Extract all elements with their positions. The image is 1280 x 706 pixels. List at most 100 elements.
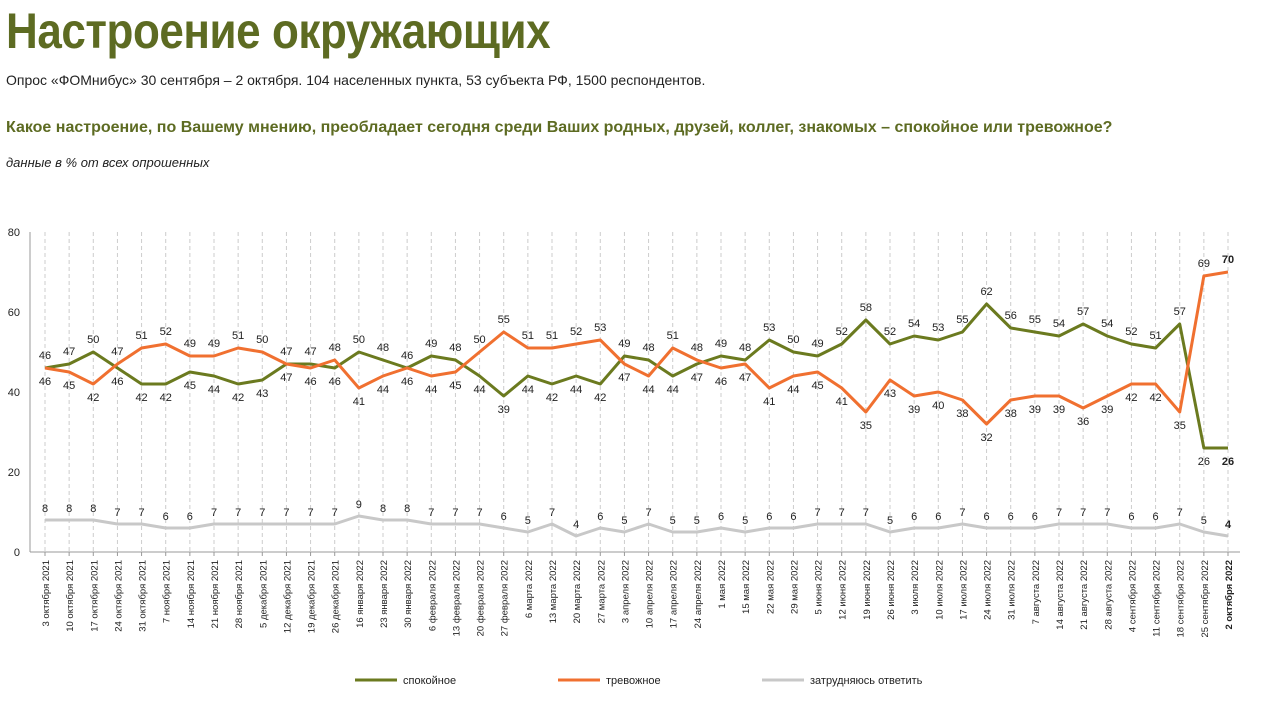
y-tick-label: 80 xyxy=(8,227,20,239)
data-label: 55 xyxy=(956,314,968,326)
data-label: 7 xyxy=(259,507,265,519)
data-label: 48 xyxy=(642,342,654,354)
x-tick-label: 31 октября 2021 xyxy=(138,560,149,632)
x-tick-label: 3 апреля 2022 xyxy=(620,560,631,623)
data-label: 46 xyxy=(39,350,51,362)
x-tick-label: 13 марта 2022 xyxy=(548,560,559,623)
data-label: 56 xyxy=(1005,310,1017,322)
x-tick-label: 14 августа 2022 xyxy=(1055,560,1066,630)
data-label: 7 xyxy=(332,507,338,519)
data-label: 49 xyxy=(425,338,437,350)
x-tick-label: 24 октября 2021 xyxy=(113,560,124,632)
data-label: 44 xyxy=(208,384,220,396)
data-label: 50 xyxy=(353,334,365,346)
data-label: 46 xyxy=(111,376,123,388)
x-tick-label: 17 апреля 2022 xyxy=(669,560,680,628)
data-label: 26 xyxy=(1222,456,1234,468)
data-label: 47 xyxy=(618,372,630,384)
data-label: 42 xyxy=(1125,392,1137,404)
y-tick-label: 0 xyxy=(14,547,20,559)
data-label: 7 xyxy=(1177,507,1183,519)
data-label: 47 xyxy=(111,346,123,358)
x-tick-label: 30 января 2022 xyxy=(403,560,414,628)
x-tick-label: 13 февраля 2022 xyxy=(451,560,462,636)
data-label: 52 xyxy=(570,326,582,338)
data-label: 49 xyxy=(184,338,196,350)
x-tick-label: 23 января 2022 xyxy=(379,560,390,628)
data-label: 7 xyxy=(1104,507,1110,519)
series-line-calm xyxy=(44,302,1228,450)
x-tick-label: 28 августа 2022 xyxy=(1103,560,1114,630)
data-label: 7 xyxy=(211,507,217,519)
data-label: 7 xyxy=(428,507,434,519)
x-tick-label: 10 апреля 2022 xyxy=(645,560,656,628)
data-label: 46 xyxy=(715,376,727,388)
data-label: 39 xyxy=(1101,404,1113,416)
data-label: 47 xyxy=(691,372,703,384)
y-tick-label: 60 xyxy=(8,307,20,319)
data-label: 5 xyxy=(621,515,627,527)
x-tick-label: 7 августа 2022 xyxy=(1031,560,1042,624)
data-label: 5 xyxy=(525,515,531,527)
x-tick-label: 3 октября 2021 xyxy=(41,560,52,627)
data-label: 49 xyxy=(811,338,823,350)
data-label: 51 xyxy=(522,330,534,342)
data-label: 47 xyxy=(63,346,75,358)
data-label: 7 xyxy=(477,507,483,519)
data-label: 44 xyxy=(377,384,389,396)
data-label: 6 xyxy=(1032,511,1038,523)
data-label: 57 xyxy=(1077,306,1089,318)
x-tick-label: 16 января 2022 xyxy=(355,560,366,628)
data-label: 7 xyxy=(452,507,458,519)
data-label: 35 xyxy=(1174,420,1186,432)
x-tick-label: 19 июня 2022 xyxy=(862,560,873,620)
data-label: 51 xyxy=(667,330,679,342)
x-tick-label: 26 июня 2022 xyxy=(886,560,897,620)
x-tick-label: 5 декабря 2021 xyxy=(258,560,269,628)
data-label: 8 xyxy=(90,503,96,515)
data-label: 6 xyxy=(790,511,796,523)
x-tick-label: 5 июня 2022 xyxy=(814,560,825,615)
data-label: 35 xyxy=(860,420,872,432)
x-tick-label: 20 февраля 2022 xyxy=(476,560,487,636)
data-label: 49 xyxy=(715,338,727,350)
data-label: 54 xyxy=(1101,318,1113,330)
data-label: 44 xyxy=(787,384,799,396)
data-label: 42 xyxy=(546,392,558,404)
data-label: 48 xyxy=(449,342,461,354)
data-label: 44 xyxy=(425,384,437,396)
data-label: 6 xyxy=(984,511,990,523)
data-label: 6 xyxy=(187,511,193,523)
data-label: 8 xyxy=(404,503,410,515)
data-label: 48 xyxy=(739,342,751,354)
data-label: 42 xyxy=(1149,392,1161,404)
data-label: 46 xyxy=(39,376,51,388)
data-label: 6 xyxy=(163,511,169,523)
data-label: 69 xyxy=(1198,258,1210,270)
x-tick-label: 1 мая 2022 xyxy=(717,560,728,609)
data-label: 51 xyxy=(546,330,558,342)
data-label: 53 xyxy=(763,322,775,334)
data-label: 55 xyxy=(498,314,510,326)
data-label: 7 xyxy=(959,507,965,519)
legend-label: спокойное xyxy=(403,675,456,687)
data-label: 39 xyxy=(908,404,920,416)
x-tick-label: 17 июля 2022 xyxy=(958,560,969,620)
x-tick-label: 26 декабря 2021 xyxy=(331,560,342,633)
x-tick-label: 3 июля 2022 xyxy=(910,560,921,615)
data-label: 46 xyxy=(401,376,413,388)
data-label: 8 xyxy=(66,503,72,515)
data-label: 39 xyxy=(1053,404,1065,416)
data-label: 45 xyxy=(811,380,823,392)
data-label: 52 xyxy=(160,326,172,338)
x-tick-label: 10 июля 2022 xyxy=(934,560,945,620)
data-label: 4 xyxy=(573,519,579,531)
data-label: 40 xyxy=(932,400,944,412)
data-label: 46 xyxy=(401,350,413,362)
x-tick-label: 28 ноября 2021 xyxy=(234,560,245,628)
data-label: 70 xyxy=(1222,254,1234,266)
legend-label: тревожное xyxy=(606,675,661,687)
data-label: 47 xyxy=(739,372,751,384)
x-tick-label: 7 ноября 2021 xyxy=(162,560,173,623)
